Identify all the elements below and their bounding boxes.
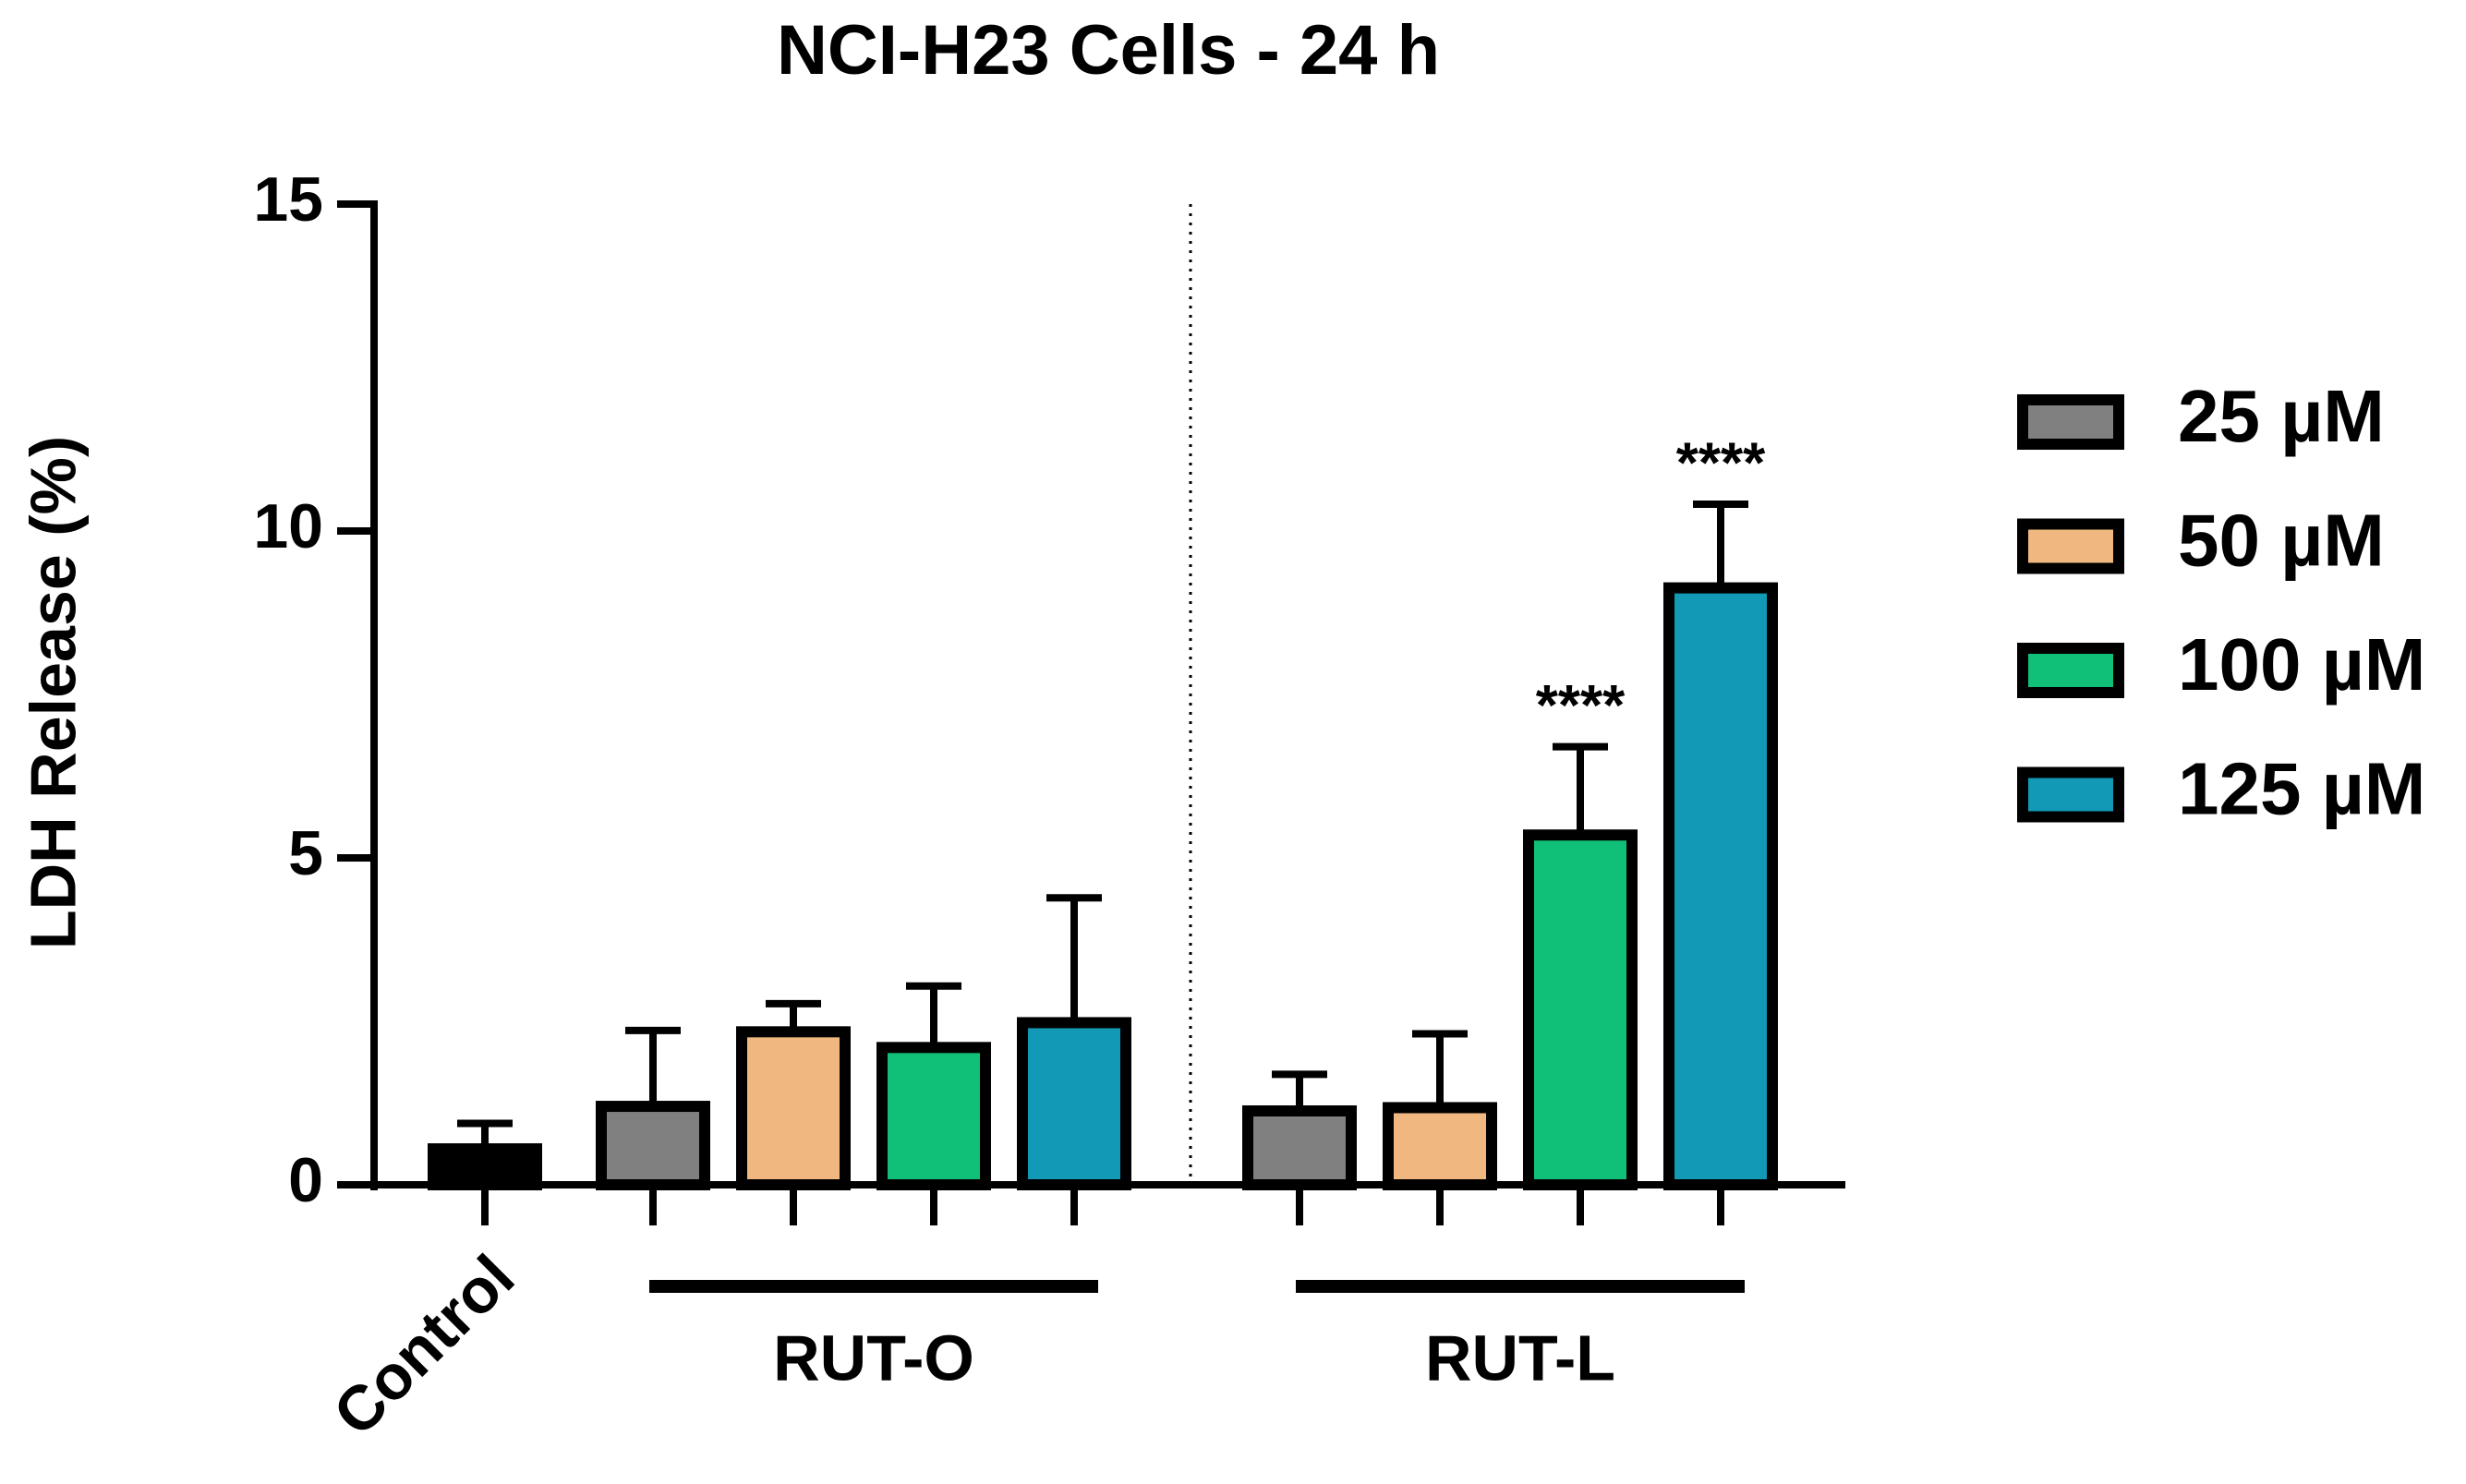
legend-label: 100 µM — [2178, 623, 2425, 706]
legend-swatch — [2017, 518, 2124, 574]
bar — [596, 1101, 710, 1191]
legend-swatch — [2017, 766, 2124, 823]
legend-swatch — [2017, 643, 2124, 698]
bar — [1663, 582, 1778, 1190]
bar — [736, 1026, 851, 1190]
bar — [1383, 1102, 1497, 1191]
bar — [1242, 1104, 1357, 1190]
legend-swatch — [2017, 394, 2124, 450]
y-tick-label: 5 — [288, 818, 323, 888]
chart-title: NCI-H23 Cells - 24 h — [777, 11, 1440, 90]
y-tick-label: 10 — [253, 491, 323, 561]
y-tick-label: 15 — [253, 164, 323, 235]
y-tick-label: 0 — [288, 1145, 323, 1215]
y-axis-label: LDH Release (%) — [17, 436, 89, 949]
bar — [428, 1143, 542, 1191]
x-tick-label: Control — [320, 1242, 528, 1450]
legend-label: 25 µM — [2178, 375, 2385, 457]
group-label: RUT-L — [1425, 1321, 1615, 1394]
bar — [876, 1042, 991, 1190]
annotation: **** — [1536, 674, 1626, 738]
legend-label: 125 µM — [2178, 748, 2425, 830]
bar — [1017, 1017, 1131, 1191]
legend-label: 50 µM — [2178, 500, 2385, 582]
annotation: **** — [1676, 431, 1766, 495]
group-label: RUT-O — [773, 1321, 974, 1394]
bar — [1523, 829, 1638, 1190]
